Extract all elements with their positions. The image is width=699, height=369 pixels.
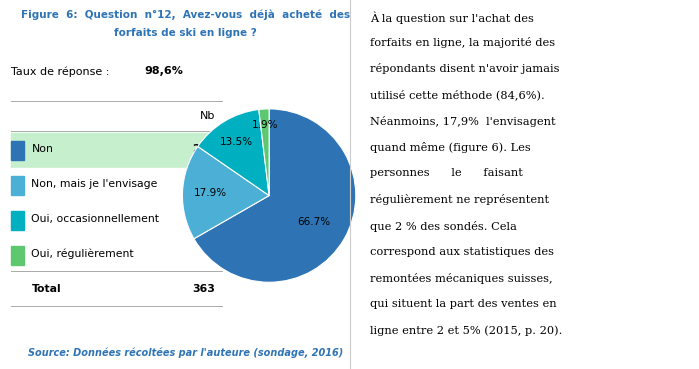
Bar xyxy=(11,168,222,203)
Text: remontées mécaniques suisses,: remontées mécaniques suisses, xyxy=(370,273,553,284)
Text: forfaits de ski en ligne ?: forfaits de ski en ligne ? xyxy=(114,28,257,38)
Wedge shape xyxy=(194,109,356,282)
Text: Non, mais je l'envisage: Non, mais je l'envisage xyxy=(31,179,158,189)
Text: Nb: Nb xyxy=(199,111,215,121)
Bar xyxy=(11,203,222,238)
Bar xyxy=(11,238,222,273)
Text: 49: 49 xyxy=(200,214,215,224)
Wedge shape xyxy=(182,146,269,239)
Text: 66.7%: 66.7% xyxy=(298,217,331,227)
Wedge shape xyxy=(198,110,269,196)
Text: Source: Données récoltées par l'auteure (sondage, 2016): Source: Données récoltées par l'auteure … xyxy=(27,348,343,358)
Text: À la question sur l'achat des: À la question sur l'achat des xyxy=(370,11,534,24)
Text: personnes      le      faisant: personnes le faisant xyxy=(370,168,523,178)
Text: Non: Non xyxy=(31,144,53,154)
Text: que 2 % des sondés. Cela: que 2 % des sondés. Cela xyxy=(370,221,517,232)
Text: quand même (figure 6). Les: quand même (figure 6). Les xyxy=(370,142,531,153)
Text: Total: Total xyxy=(31,284,61,294)
Text: 65: 65 xyxy=(200,179,215,189)
Text: 242: 242 xyxy=(192,144,215,154)
Bar xyxy=(11,246,24,265)
Text: 1.9%: 1.9% xyxy=(252,120,278,130)
Text: Taux de réponse :: Taux de réponse : xyxy=(11,66,113,77)
Text: correspond aux statistiques des: correspond aux statistiques des xyxy=(370,247,554,257)
Text: 13.5%: 13.5% xyxy=(220,137,254,147)
Bar xyxy=(11,133,222,168)
Bar xyxy=(11,211,24,230)
Text: Oui, occasionnellement: Oui, occasionnellement xyxy=(31,214,159,224)
Text: utilisé cette méthode (84,6%).: utilisé cette méthode (84,6%). xyxy=(370,90,545,100)
Text: ligne entre 2 et 5% (2015, p. 20).: ligne entre 2 et 5% (2015, p. 20). xyxy=(370,325,563,336)
Bar xyxy=(11,141,24,160)
Wedge shape xyxy=(259,109,269,196)
Text: forfaits en ligne, la majorité des: forfaits en ligne, la majorité des xyxy=(370,37,555,48)
Text: 363: 363 xyxy=(192,284,215,294)
Text: 98,6%: 98,6% xyxy=(145,66,183,76)
Text: 7: 7 xyxy=(207,249,215,259)
Text: Oui, régulièrement: Oui, régulièrement xyxy=(31,249,134,259)
Text: 17.9%: 17.9% xyxy=(194,188,226,198)
Text: régulièrement ne représentent: régulièrement ne représentent xyxy=(370,194,549,206)
Text: Figure  6:  Question  n°12,  Avez-vous  déjà  acheté  des: Figure 6: Question n°12, Avez-vous déjà … xyxy=(21,9,350,20)
Bar xyxy=(11,176,24,195)
Text: Néanmoins, 17,9%  l'envisagent: Néanmoins, 17,9% l'envisagent xyxy=(370,116,556,127)
Text: qui situent la part des ventes en: qui situent la part des ventes en xyxy=(370,299,557,309)
Text: répondants disent n'avoir jamais: répondants disent n'avoir jamais xyxy=(370,63,560,75)
